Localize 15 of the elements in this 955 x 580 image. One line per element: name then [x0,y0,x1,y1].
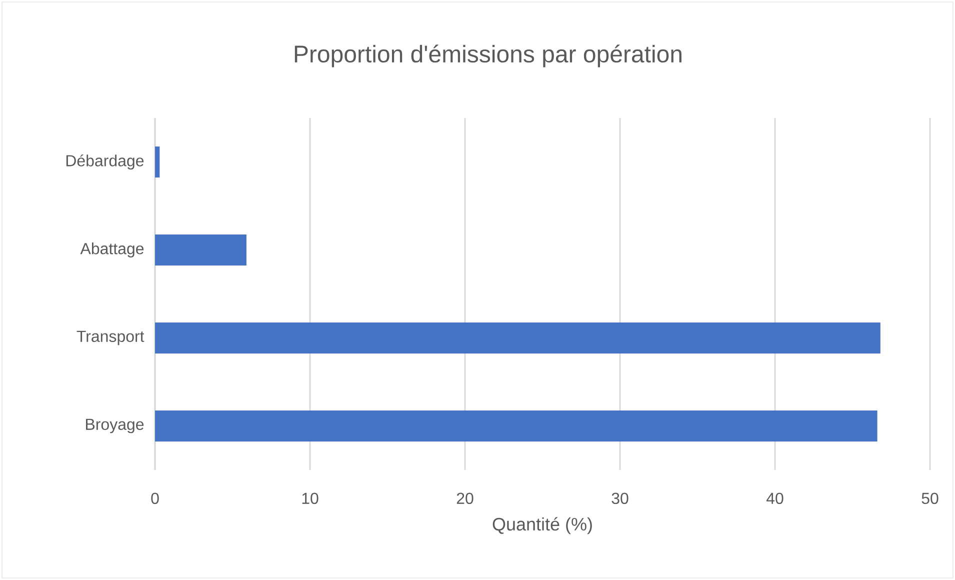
bar [155,410,878,442]
x-tick-label: 40 [766,492,784,504]
x-tick-label: 20 [456,492,474,504]
bar [155,322,880,354]
x-tick-label: 10 [302,492,318,504]
y-tick-label: Abattage [80,242,144,258]
y-tick-label: Transport [76,330,144,346]
y-tick-label: Débardage [66,154,144,170]
x-tick-label: 0 [151,492,159,504]
x-tick-label: 50 [922,492,938,504]
x-tick-label: 30 [612,492,628,504]
y-tick-label: Broyage [86,418,144,434]
bar [155,234,246,266]
chart-title: Proportion d'émissions par opération [294,44,682,68]
x-axis-title: Quantité (%) [492,517,592,534]
